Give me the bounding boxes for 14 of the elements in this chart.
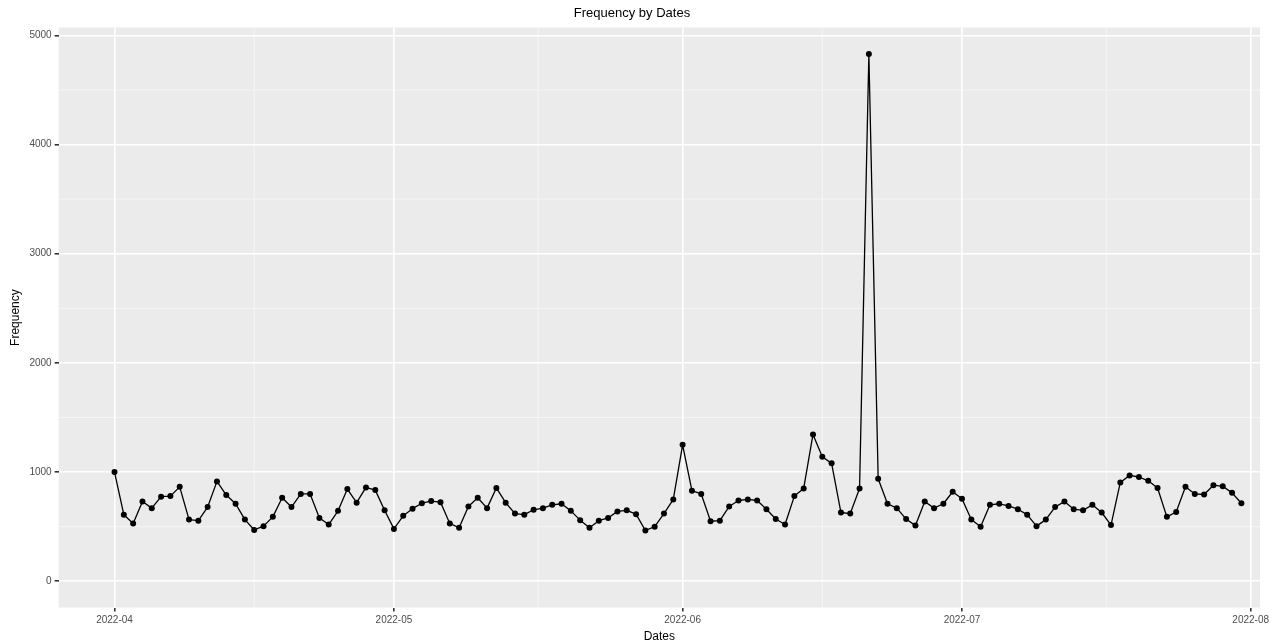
x-tick-label: 2022-05 <box>375 614 413 626</box>
y-tick-label: 2000 <box>29 356 53 368</box>
y-tick-label: 3000 <box>29 247 53 259</box>
y-tick-label: 4000 <box>29 138 53 150</box>
x-tick-label: 2022-04 <box>96 614 134 626</box>
x-axis-title: Dates <box>643 629 675 644</box>
y-axis-title: Frequency <box>7 289 22 346</box>
y-tick-label: 1000 <box>29 465 53 477</box>
chart-title: Frequency by Dates <box>573 5 691 21</box>
y-tick-label: 5000 <box>29 29 53 41</box>
y-tick-label: 0 <box>46 575 53 587</box>
x-tick-label: 2022-07 <box>943 614 981 626</box>
x-tick-label: 2022-06 <box>664 614 702 626</box>
x-tick-label: 2022-08 <box>1232 614 1270 626</box>
